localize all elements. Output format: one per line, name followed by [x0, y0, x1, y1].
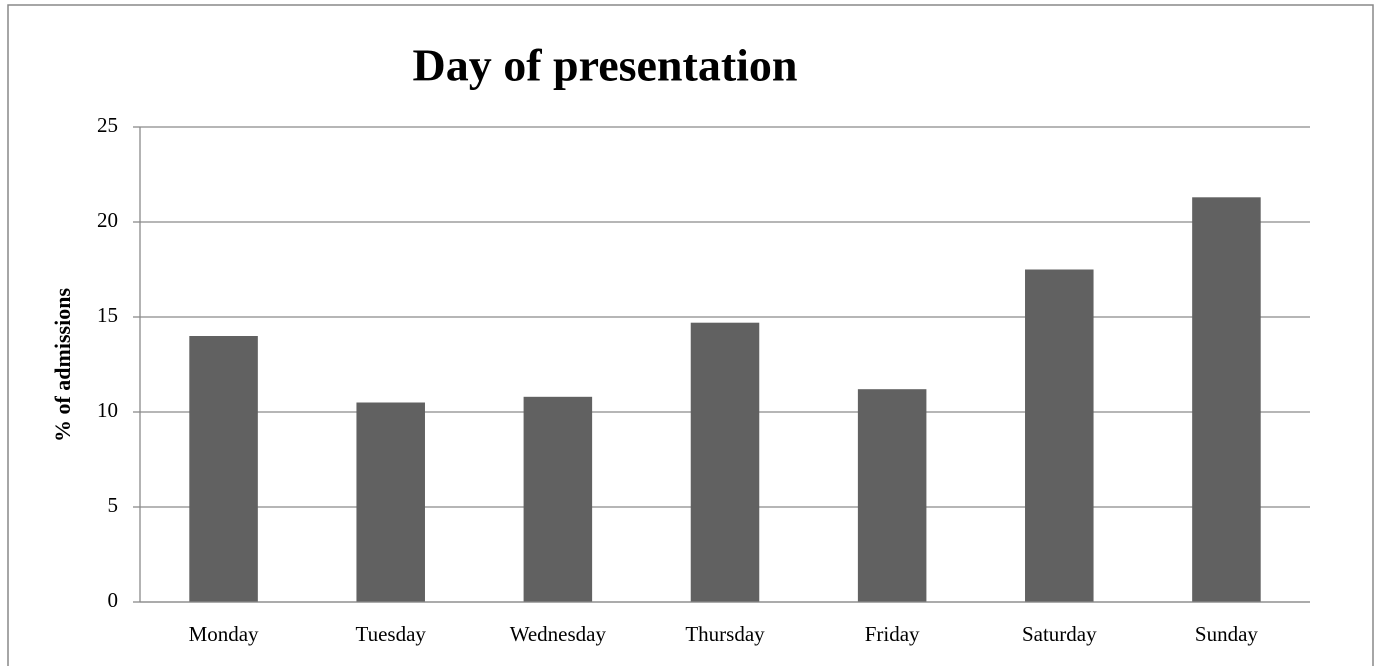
y-tick-label: 0 [108, 588, 119, 612]
y-tick-label: 5 [108, 493, 119, 517]
y-tick-label: 25 [97, 113, 118, 137]
y-axis-label: % of admissions [50, 288, 75, 442]
bar [690, 322, 760, 602]
chart-frame [7, 4, 1374, 666]
y-tick-label: 15 [97, 303, 118, 327]
x-tick-label: Thursday [685, 622, 765, 646]
chart-title: Day of presentation [412, 40, 797, 91]
x-tick-label: Saturday [1022, 622, 1097, 646]
bar [1192, 197, 1261, 603]
x-tick-label: Friday [865, 622, 920, 646]
x-tick-label: Tuesday [356, 622, 427, 646]
bar [189, 336, 258, 602]
x-tick-label: Monday [189, 622, 259, 646]
bar [523, 396, 593, 602]
bar [356, 402, 425, 602]
bar [1025, 269, 1094, 602]
y-tick-label: 20 [97, 208, 118, 232]
bar [857, 389, 927, 602]
x-tick-label: Sunday [1195, 622, 1259, 646]
y-tick-label: 10 [97, 398, 118, 422]
x-tick-label: Wednesday [510, 622, 607, 646]
